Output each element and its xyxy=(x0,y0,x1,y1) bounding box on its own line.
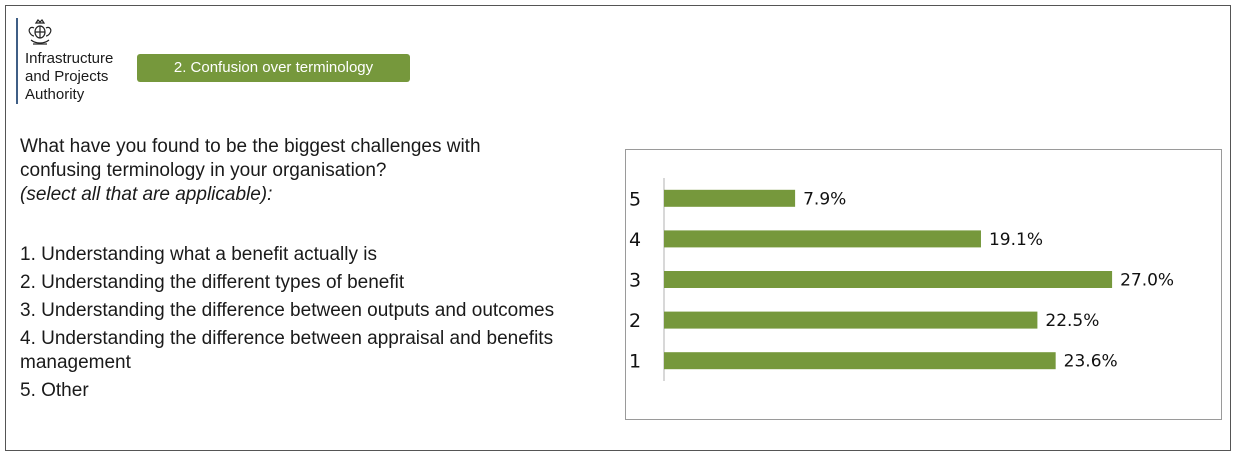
section-tag: 2. Confusion over terminology xyxy=(137,54,410,82)
bar xyxy=(664,230,981,248)
options-list: 1. Understanding what a benefit actually… xyxy=(20,243,590,407)
question-line: confusing terminology in your organisati… xyxy=(20,160,387,181)
option-item: 1. Understanding what a benefit actually… xyxy=(20,244,377,265)
question-line: What have you found to be the biggest ch… xyxy=(20,136,481,157)
option-item: 3. Understanding the difference between … xyxy=(20,300,555,321)
bar xyxy=(664,311,1038,329)
question-block: What have you found to be the biggest ch… xyxy=(20,135,580,207)
slide-frame xyxy=(5,5,1231,451)
royal-crest-icon xyxy=(28,19,52,45)
data-label: 7.9% xyxy=(803,189,846,209)
y-tick-label: 5 xyxy=(629,188,641,210)
bar xyxy=(664,271,1113,288)
data-label: 19.1% xyxy=(989,230,1043,250)
org-logo: Infrastructure and Projects Authority xyxy=(16,18,113,104)
bar xyxy=(664,352,1056,370)
y-tick-label: 3 xyxy=(629,270,641,292)
data-label: 22.5% xyxy=(1045,311,1099,331)
question-note: (select all that are applicable): xyxy=(20,184,273,205)
option-item: 4. Understanding the difference between … xyxy=(20,328,554,373)
org-name: Infrastructure and Projects Authority xyxy=(25,50,113,104)
data-label: 23.6% xyxy=(1064,352,1118,372)
bar xyxy=(664,189,796,207)
y-tick-label: 2 xyxy=(629,310,641,332)
y-tick-label: 4 xyxy=(629,229,641,251)
org-name-line: Infrastructure xyxy=(25,50,114,67)
chart-panel: 5 7.9% 4 19.1% 3 27.0% 2 22.5% 1 23.6% xyxy=(625,149,1222,420)
data-label: 27.0% xyxy=(1120,271,1174,291)
org-name-line: and Projects xyxy=(25,68,109,85)
option-item: 5. Other xyxy=(20,380,89,401)
bar-chart: 5 7.9% 4 19.1% 3 27.0% 2 22.5% 1 23.6% xyxy=(629,178,1174,381)
org-name-line: Authority xyxy=(25,86,85,103)
y-tick-label: 1 xyxy=(629,351,641,373)
option-item: 2. Understanding the different types of … xyxy=(20,272,405,293)
